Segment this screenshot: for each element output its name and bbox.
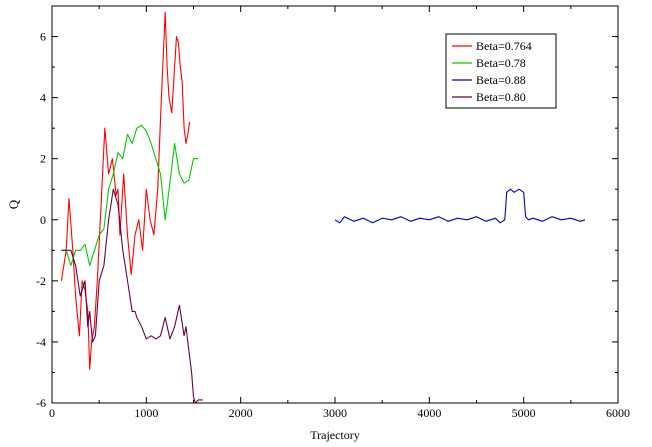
y-tick-label: -2 <box>36 274 46 288</box>
series-line <box>61 124 199 267</box>
series-line <box>61 188 203 404</box>
y-tick-label: 6 <box>40 30 46 44</box>
legend-label: Beta=0.88 <box>476 73 526 87</box>
legend-label: Beta=0.764 <box>476 39 532 53</box>
y-tick-label: 2 <box>40 152 46 166</box>
x-tick-label: 0 <box>49 406 55 420</box>
x-tick-label: 6000 <box>606 406 630 420</box>
x-tick-label: 3000 <box>323 406 347 420</box>
legend-label: Beta=0.78 <box>476 56 526 70</box>
y-tick-label: 0 <box>40 213 46 227</box>
x-axis-ticks: 0 1000 2000 3000 4000 5000 6000 <box>49 6 630 420</box>
y-tick-label: -4 <box>36 335 46 349</box>
y-axis-ticks: -6 -4 -2 0 2 4 6 <box>36 30 618 410</box>
legend-label: Beta=0.80 <box>476 90 526 104</box>
x-tick-label: 4000 <box>417 406 441 420</box>
y-tick-label: 4 <box>40 91 46 105</box>
y-tick-label: -6 <box>36 396 46 410</box>
series-line <box>334 188 586 224</box>
series-layer <box>60 11 586 404</box>
x-tick-label: 1000 <box>134 406 158 420</box>
x-axis-label: Trajectory <box>310 428 360 442</box>
x-tick-label: 5000 <box>512 406 536 420</box>
y-axis-label: Q <box>6 199 21 209</box>
x-tick-label: 2000 <box>229 406 253 420</box>
legend: Beta=0.764 Beta=0.78 Beta=0.88 Beta=0.80 <box>445 33 557 109</box>
